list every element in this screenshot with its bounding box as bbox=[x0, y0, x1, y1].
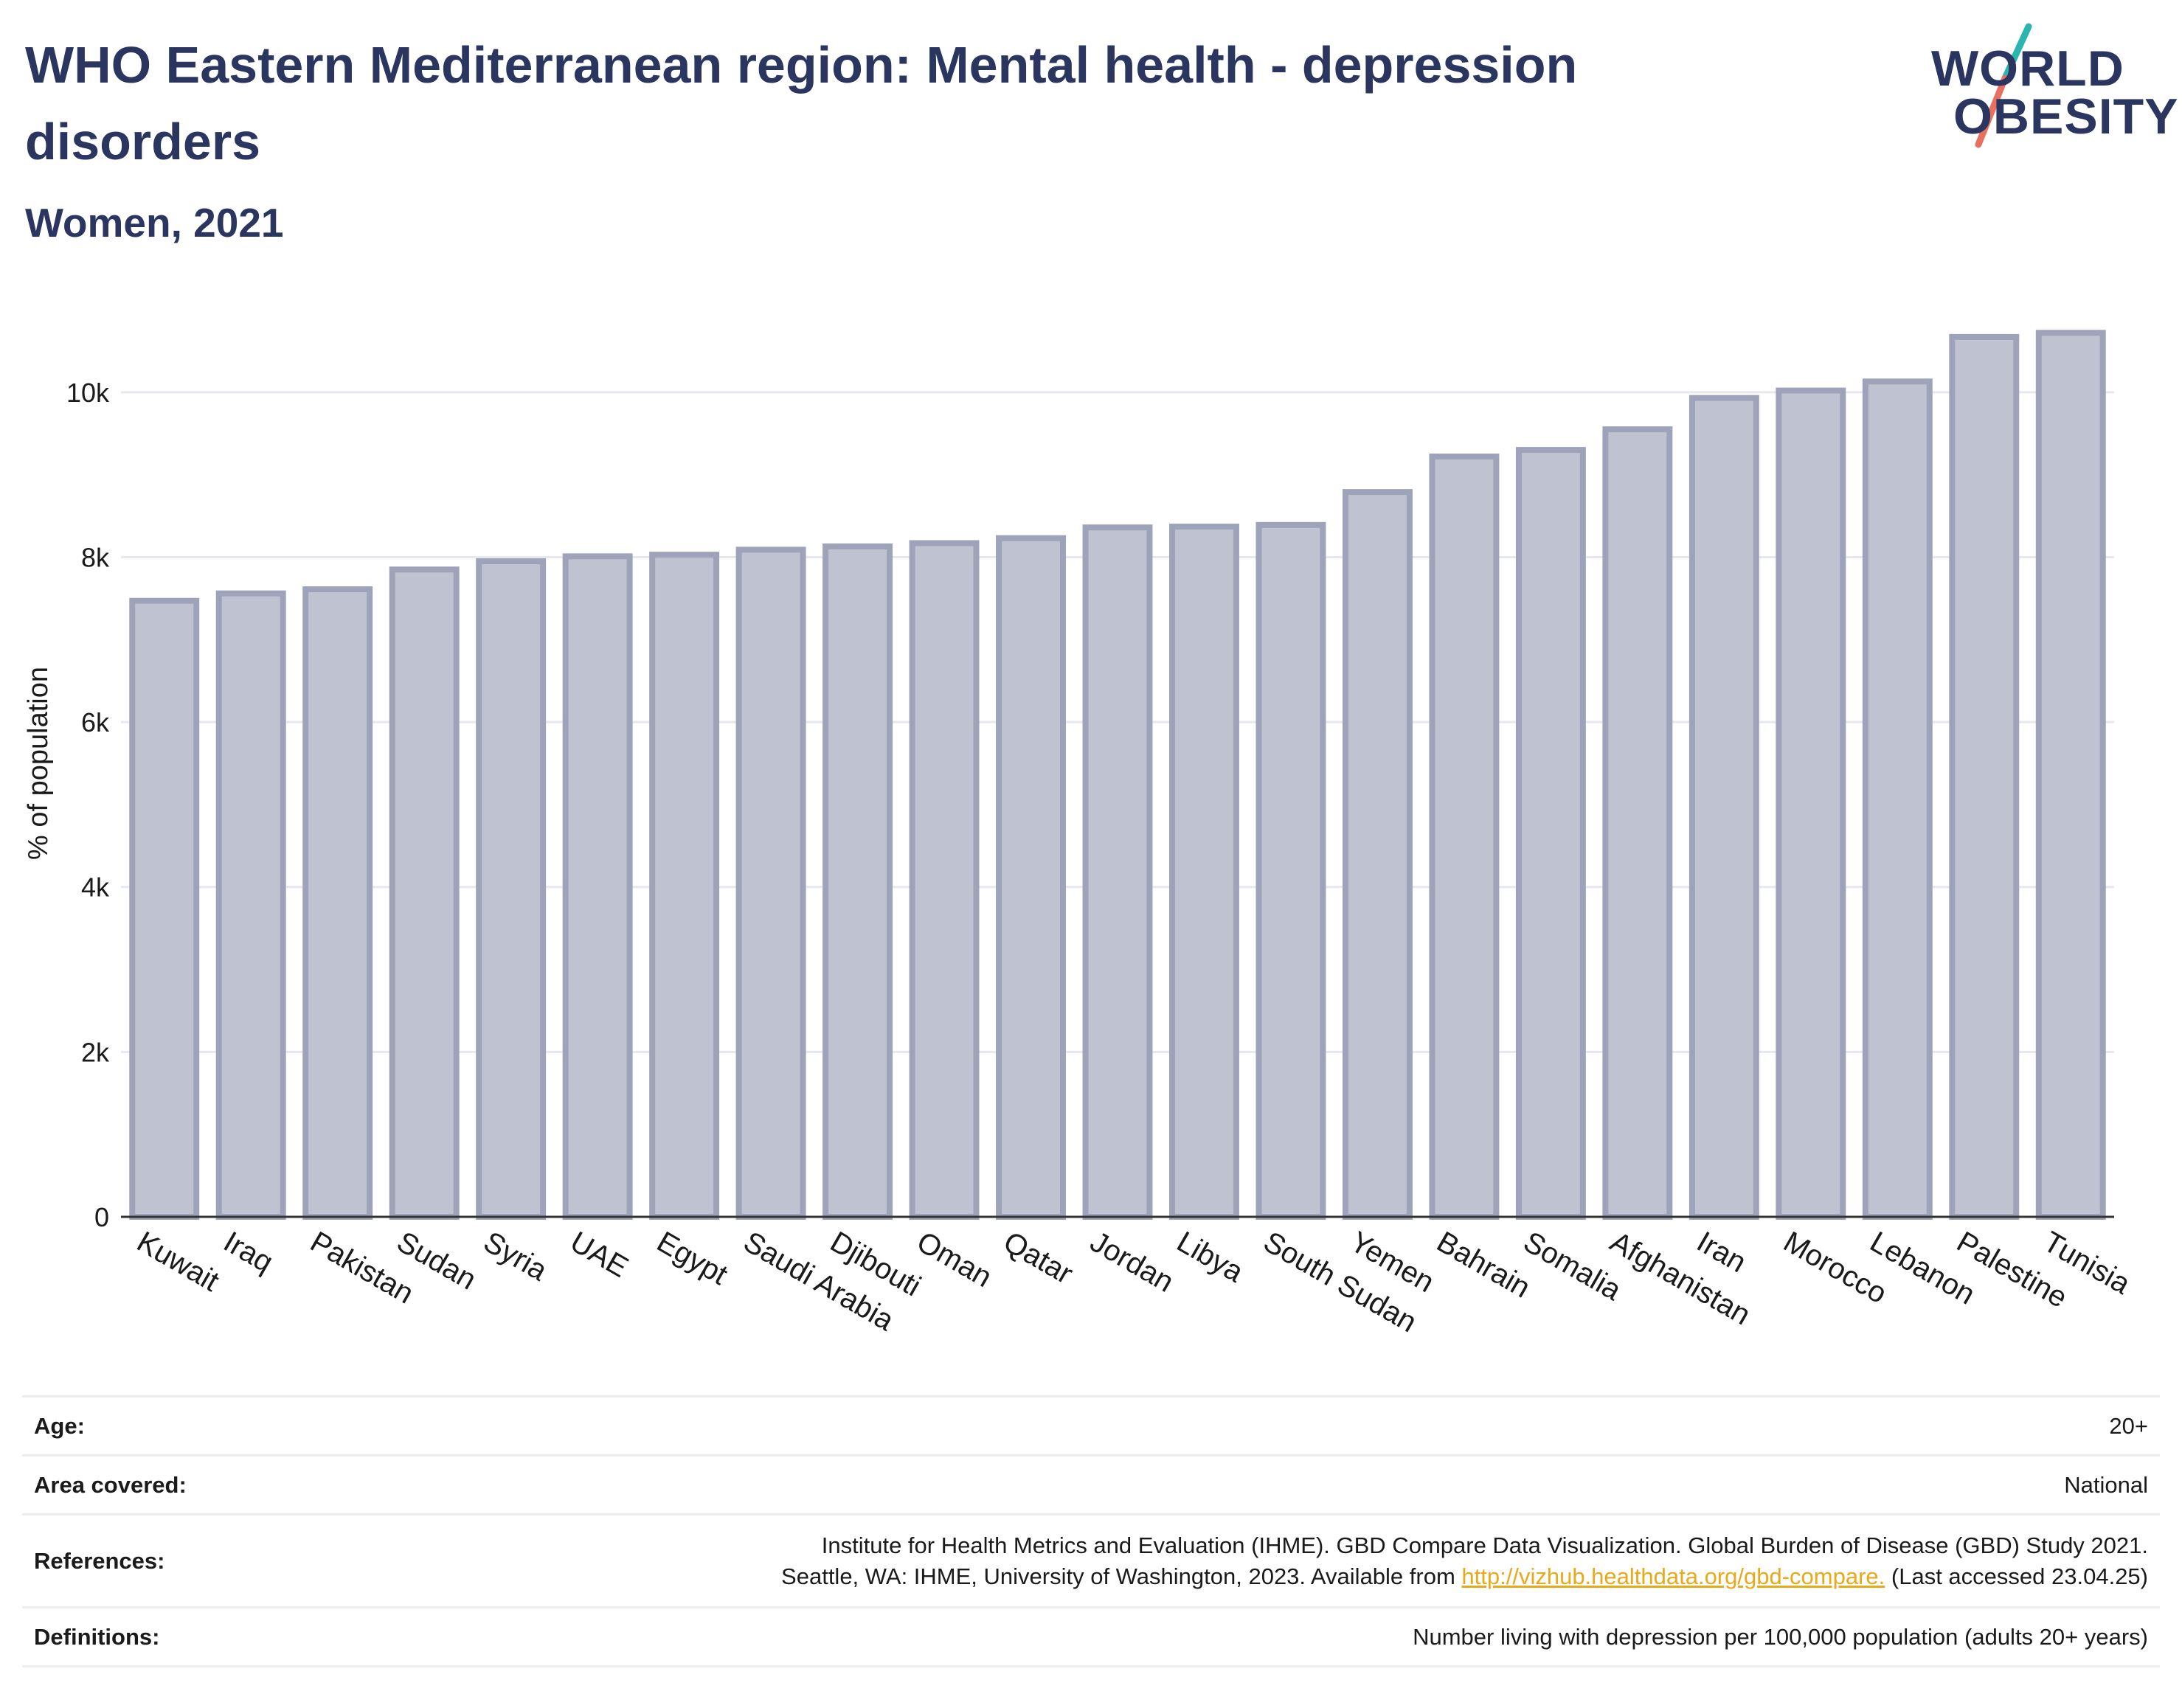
bar-egypt bbox=[649, 552, 720, 1221]
logo-text-obesity: OBESITY bbox=[1953, 88, 2179, 145]
bar-syria bbox=[476, 558, 547, 1220]
bar-afghanistan bbox=[1602, 426, 1673, 1221]
x-tick-label: Bahrain bbox=[1431, 1226, 1535, 1305]
references-label: References: bbox=[34, 1547, 165, 1574]
definitions-value: Number living with depression per 100,00… bbox=[1413, 1623, 2148, 1650]
bar-lebanon bbox=[1862, 378, 1933, 1220]
chart-title: WHO Eastern Mediterranean region: Mental… bbox=[25, 36, 1578, 170]
bar-palestine bbox=[1949, 333, 2020, 1220]
age-label: Age: bbox=[34, 1412, 85, 1439]
bar-yemen bbox=[1342, 489, 1413, 1221]
bar-iraq bbox=[215, 590, 286, 1220]
x-tick-label: Iraq bbox=[218, 1226, 279, 1280]
references-line2-after: (Last accessed 23.04.25) bbox=[1885, 1563, 2148, 1589]
info-row-definitions: Definitions: Number living with depressi… bbox=[22, 1607, 2160, 1667]
definitions-label: Definitions: bbox=[34, 1623, 160, 1650]
x-tick-label: Egypt bbox=[651, 1226, 733, 1291]
bar-somalia bbox=[1515, 447, 1586, 1220]
x-tick-label: Kuwait bbox=[131, 1226, 224, 1298]
y-tick-label: 2k bbox=[81, 1037, 110, 1067]
references-link[interactable]: http://vizhub.healthdata.org/gbd-compare… bbox=[1461, 1563, 1885, 1589]
x-tick-label: Syria bbox=[478, 1226, 553, 1288]
bars bbox=[129, 330, 2106, 1221]
y-tick-label: 8k bbox=[81, 542, 110, 572]
y-tick-label: 4k bbox=[81, 872, 110, 903]
bar-kuwait bbox=[129, 597, 200, 1220]
x-tick-label: Somalia bbox=[1518, 1226, 1627, 1308]
bar-iran bbox=[1689, 395, 1759, 1220]
bar-south-sudan bbox=[1255, 521, 1326, 1220]
y-tick-label: 0 bbox=[94, 1202, 109, 1232]
info-row-references: References: Institute for Health Metrics… bbox=[22, 1514, 2160, 1608]
bar-tunisia bbox=[2035, 330, 2106, 1221]
world-obesity-slash-icon bbox=[1975, 23, 2032, 148]
area-value: National bbox=[2064, 1471, 2148, 1498]
x-tick-label: Qatar bbox=[998, 1226, 1078, 1291]
y-tick-label: 6k bbox=[81, 707, 110, 737]
references-value: Institute for Health Metrics and Evaluat… bbox=[341, 1515, 2160, 1608]
info-row-area: Area covered: National bbox=[22, 1455, 2160, 1515]
info-table: Age: 20+ Area covered: National Referenc… bbox=[22, 1395, 2160, 1667]
bar-libya bbox=[1169, 524, 1239, 1220]
bar-saudi-arabia bbox=[735, 546, 806, 1220]
info-row-age: Age: 20+ bbox=[22, 1396, 2160, 1456]
bar-uae bbox=[562, 553, 633, 1220]
bar-oman bbox=[909, 540, 980, 1221]
y-tick-labels: 0 2k 4k 6k 8k 10k bbox=[66, 378, 110, 1232]
x-tick-label: Jordan bbox=[1085, 1226, 1180, 1299]
world-obesity-logo: WORLD OBESITY bbox=[1924, 21, 2178, 153]
x-tick-label: Oman bbox=[912, 1226, 997, 1294]
bar-bahrain bbox=[1429, 454, 1500, 1220]
logo-text-world: WORLD bbox=[1931, 41, 2124, 97]
references-line2-before: Seattle, WA: IHME, University of Washing… bbox=[781, 1563, 1462, 1589]
bar-sudan bbox=[389, 566, 460, 1220]
age-value: 20+ bbox=[2109, 1412, 2148, 1439]
chart-subtitle: Women, 2021 bbox=[25, 200, 284, 246]
x-tick-label: UAE bbox=[565, 1226, 634, 1284]
bar-pakistan bbox=[302, 586, 373, 1220]
bar-jordan bbox=[1082, 524, 1153, 1220]
references-line1: Institute for Health Metrics and Evaluat… bbox=[821, 1532, 2148, 1558]
bar-qatar bbox=[996, 535, 1066, 1220]
bar-djibouti bbox=[822, 543, 893, 1221]
y-axis-label: % of population bbox=[23, 667, 54, 860]
y-tick-label: 10k bbox=[66, 378, 110, 408]
area-label: Area covered: bbox=[34, 1471, 187, 1498]
x-tick-label: Libya bbox=[1171, 1226, 1249, 1289]
bar-morocco bbox=[1776, 387, 1846, 1221]
